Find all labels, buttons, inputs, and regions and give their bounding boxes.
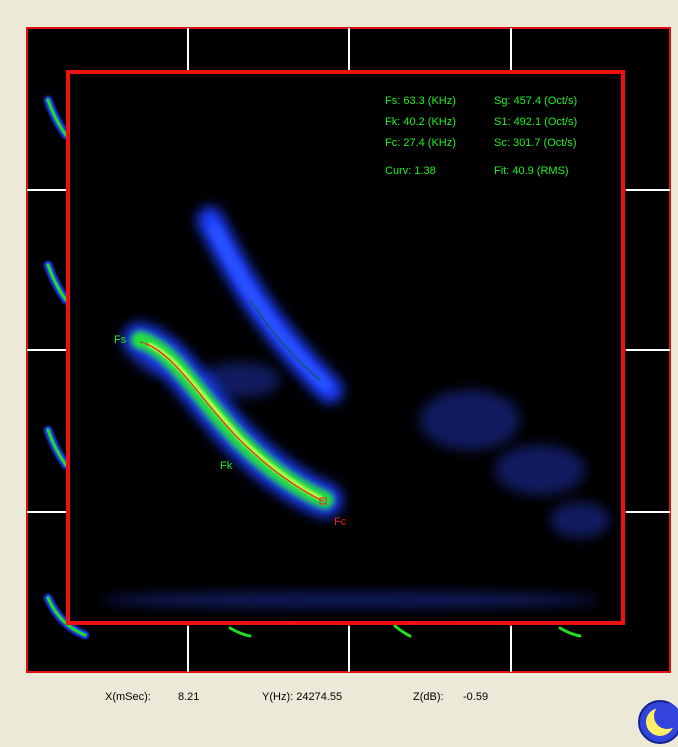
- x-label: X(mSec):: [105, 691, 151, 703]
- fk-measure: Fk: 40.2 (KHz): [385, 116, 456, 128]
- fs-measure: Fs: 63.3 (KHz): [385, 95, 456, 107]
- sc-measure: Sc: 301.7 (Oct/s): [494, 137, 577, 149]
- z-value: -0.59: [463, 691, 488, 703]
- x-value: 8.21: [178, 691, 199, 703]
- status-bar: X(mSec): 8.21 Y(Hz): 24274.55 Z(dB): -0.…: [105, 691, 488, 703]
- sg-measure: Sg: 457.4 (Oct/s): [494, 95, 577, 107]
- app-window: Fs Fk Fc Fs: 63.3 (KHz) Sg: 457.4 (Oct/s…: [0, 0, 678, 747]
- fc-label: Fc: [334, 516, 347, 528]
- fs-label: Fs: [114, 334, 127, 346]
- s1-measure: S1: 492.1 (Oct/s): [494, 116, 577, 128]
- moon-icon[interactable]: [639, 701, 678, 743]
- page: Fs Fk Fc Fs: 63.3 (KHz) Sg: 457.4 (Oct/s…: [0, 0, 678, 747]
- fc-measure: Fc: 27.4 (KHz): [385, 137, 456, 149]
- curv-measure: Curv: 1.38: [385, 165, 436, 177]
- fit-measure: Fit: 40.9 (RMS): [494, 165, 569, 177]
- fk-label: Fk: [220, 460, 233, 472]
- z-label: Z(dB):: [413, 691, 444, 703]
- spectrogram-view: Fs Fk Fc Fs: 63.3 (KHz) Sg: 457.4 (Oct/s…: [68, 72, 623, 623]
- y-readout: Y(Hz): 24274.55: [262, 691, 342, 703]
